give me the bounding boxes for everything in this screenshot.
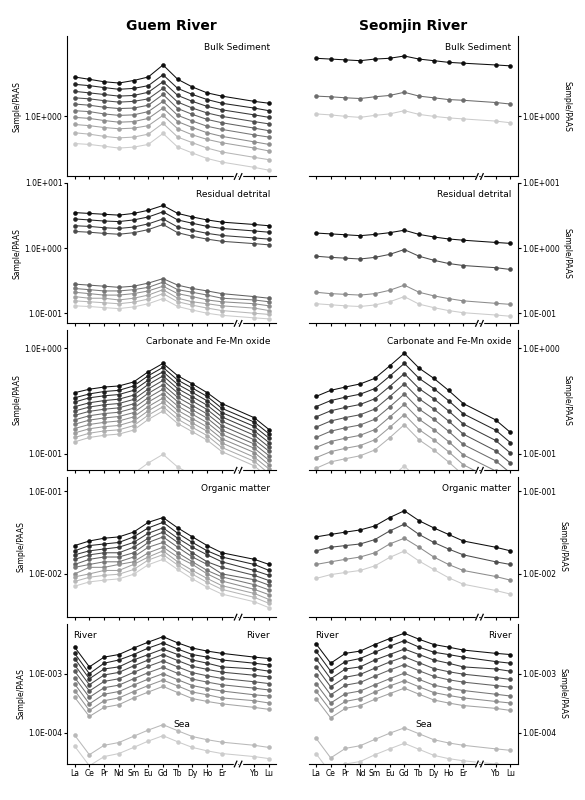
Text: Organic matter: Organic matter: [442, 484, 511, 493]
Bar: [476, 319, 478, 327]
Bar: [235, 172, 237, 181]
Y-axis label: Sample/PAAS: Sample/PAAS: [13, 228, 22, 278]
Y-axis label: Sample/PAAS: Sample/PAAS: [562, 228, 572, 278]
Bar: [481, 319, 483, 327]
Bar: [235, 466, 237, 474]
Bar: [481, 613, 483, 622]
Y-axis label: Sample/PAAS: Sample/PAAS: [559, 522, 567, 572]
Text: Bulk Sediment: Bulk Sediment: [445, 43, 511, 52]
Bar: [239, 760, 242, 768]
Text: Residual detrital: Residual detrital: [196, 190, 270, 199]
Text: River: River: [74, 630, 97, 639]
Text: Carbonate and Fe-Mn oxide: Carbonate and Fe-Mn oxide: [387, 337, 511, 346]
Text: River: River: [246, 630, 270, 639]
Bar: [476, 760, 478, 768]
Y-axis label: Sample/PAAS: Sample/PAAS: [16, 668, 26, 719]
Text: Bulk Sediment: Bulk Sediment: [204, 43, 270, 52]
Text: Guem River: Guem River: [126, 19, 217, 33]
Bar: [481, 760, 483, 768]
Text: Residual detrital: Residual detrital: [437, 190, 511, 199]
Bar: [239, 466, 242, 474]
Bar: [476, 613, 478, 622]
Y-axis label: Sample/PAAS: Sample/PAAS: [16, 522, 26, 572]
Y-axis label: Sample/PAAS: Sample/PAAS: [559, 668, 568, 719]
Bar: [481, 172, 483, 181]
Text: Carbonate and Fe-Mn oxide: Carbonate and Fe-Mn oxide: [146, 337, 270, 346]
Y-axis label: Sample/PAAS: Sample/PAAS: [13, 374, 22, 426]
Y-axis label: Sample/PAAS: Sample/PAAS: [13, 81, 22, 132]
Text: River: River: [488, 630, 511, 639]
Bar: [239, 172, 242, 181]
Bar: [239, 319, 242, 327]
Bar: [235, 319, 237, 327]
Y-axis label: Sample/PAAS: Sample/PAAS: [562, 81, 572, 132]
Bar: [239, 613, 242, 622]
Bar: [235, 613, 237, 622]
Bar: [476, 172, 478, 181]
Text: Organic matter: Organic matter: [201, 484, 270, 493]
Text: Seomjin River: Seomjin River: [359, 19, 467, 33]
Bar: [481, 466, 483, 474]
Bar: [235, 760, 237, 768]
Y-axis label: Sample/PAAS: Sample/PAAS: [562, 374, 572, 426]
Bar: [476, 466, 478, 474]
Text: Sea: Sea: [174, 720, 191, 729]
Text: River: River: [315, 630, 339, 639]
Text: Sea: Sea: [415, 720, 432, 729]
